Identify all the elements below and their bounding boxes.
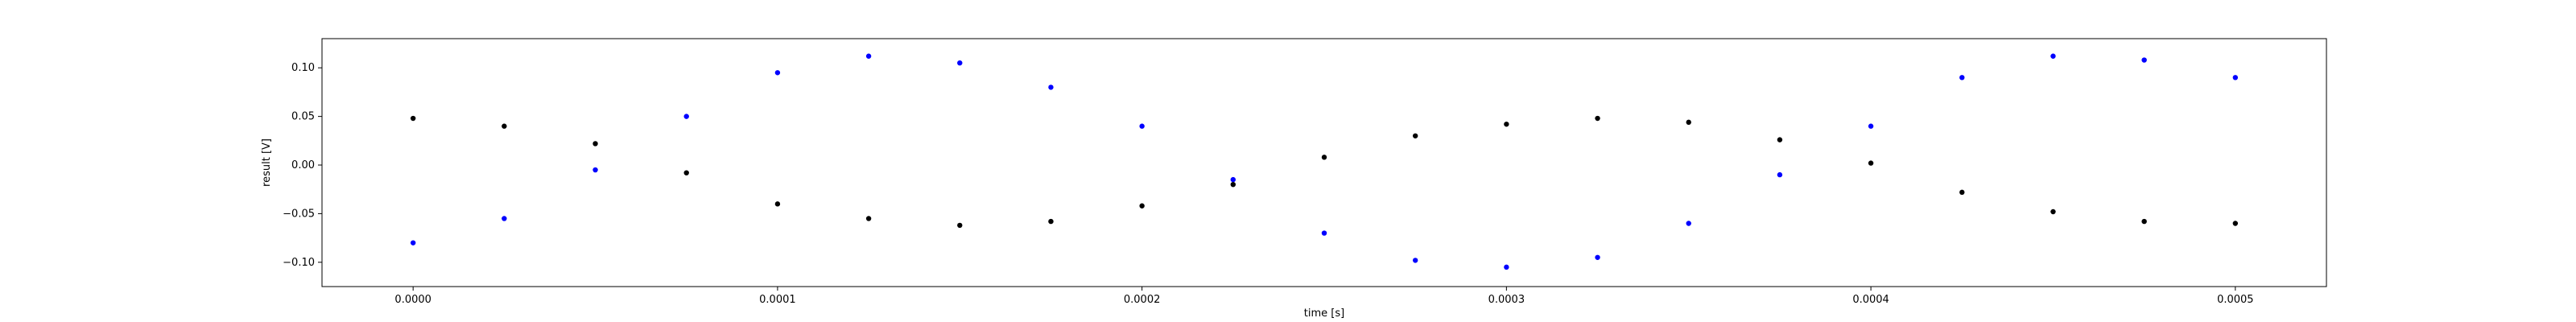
data-point	[1959, 75, 1965, 80]
data-point	[1777, 171, 1783, 178]
data-point	[1686, 221, 1691, 226]
data-point	[865, 53, 872, 59]
plot-frame	[321, 38, 2327, 287]
data-point	[1230, 181, 1236, 188]
data-point	[2232, 221, 2239, 226]
data-point	[502, 216, 507, 221]
data-point	[410, 240, 416, 246]
series-0	[410, 53, 2239, 270]
data-point	[1504, 264, 1509, 270]
x-tick-label: 0.0004	[1852, 294, 1889, 306]
data-point	[1595, 115, 1600, 122]
y-axis-ticks: −0.10 −0.05 0.00 0.05 0.10	[283, 62, 322, 269]
data-point	[1048, 218, 1054, 225]
data-point	[1686, 119, 1691, 126]
x-tick-label: 0.0000	[394, 294, 431, 306]
data-point	[774, 70, 781, 76]
data-point	[2232, 75, 2239, 80]
x-axis-ticks: 0.0000 0.0001 0.0002 0.0003 0.0004 0.0005	[394, 287, 2254, 306]
y-tick-label: 0.10	[291, 62, 315, 74]
data-point	[2141, 57, 2147, 63]
data-point	[2050, 53, 2056, 59]
data-point	[502, 123, 507, 129]
x-tick-label: 0.0005	[2217, 294, 2254, 306]
data-point	[1868, 123, 1874, 129]
data-point	[957, 222, 963, 229]
data-point	[1868, 160, 1874, 166]
data-point	[1504, 122, 1509, 127]
data-point	[1959, 189, 1965, 196]
data-point	[592, 167, 598, 173]
data-point	[2141, 218, 2147, 225]
data-point	[1048, 85, 1054, 90]
data-point	[410, 115, 416, 122]
data-point	[1412, 133, 1418, 138]
x-axis-label: time [s]	[1304, 308, 1344, 320]
x-tick-label: 0.0003	[1488, 294, 1525, 306]
data-point	[1321, 155, 1327, 160]
y-tick-label: 0.05	[291, 111, 315, 123]
data-point	[1139, 203, 1145, 208]
data-point	[1139, 123, 1145, 129]
data-point	[1321, 230, 1327, 236]
data-point	[957, 60, 963, 66]
data-point	[1777, 137, 1783, 142]
data-point	[2050, 208, 2056, 215]
series-layer	[410, 53, 2239, 270]
data-point	[592, 141, 598, 147]
data-point	[683, 170, 689, 175]
data-point	[1595, 254, 1600, 260]
data-point	[1412, 258, 1418, 263]
y-tick-label: 0.00	[291, 159, 315, 171]
x-tick-label: 0.0001	[759, 294, 796, 306]
y-tick-label: −0.05	[283, 208, 315, 220]
y-tick-label: −0.10	[283, 257, 315, 269]
data-point	[774, 201, 781, 207]
x-tick-label: 0.0002	[1124, 294, 1161, 306]
data-point	[683, 114, 689, 119]
data-point	[865, 216, 872, 221]
series-1	[410, 115, 2239, 229]
y-axis-label: result [V]	[261, 138, 273, 187]
data-point	[1230, 176, 1236, 183]
